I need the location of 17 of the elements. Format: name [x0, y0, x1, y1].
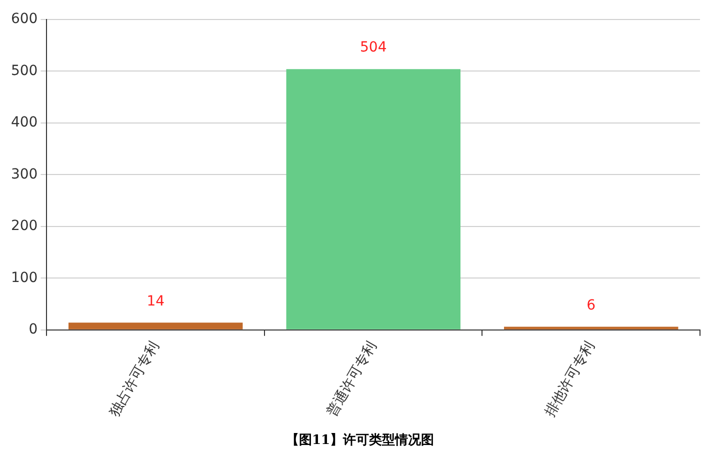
- x-tick-label: 排他许可专利: [542, 338, 598, 420]
- bar: [68, 322, 243, 330]
- y-tick-label: 0: [28, 321, 38, 338]
- y-tick-label: 600: [10, 11, 38, 28]
- x-tick-label: 普通许可专利: [323, 338, 380, 420]
- data-label: 504: [360, 40, 387, 56]
- data-label: 6: [586, 297, 596, 314]
- x-tick-label: 独占许可专利: [106, 338, 162, 420]
- y-tick-label: 200: [10, 218, 38, 234]
- y-tick-label: 300: [10, 166, 38, 182]
- bar: [504, 326, 678, 330]
- text: 【图11】许可类型情况图: [284, 432, 436, 449]
- bar: [286, 69, 460, 330]
- data-label: 14: [146, 293, 165, 310]
- y-tick-label: 500: [10, 62, 38, 79]
- y-tick-label: 400: [10, 114, 38, 131]
- y-tick-label: 100: [10, 270, 38, 286]
